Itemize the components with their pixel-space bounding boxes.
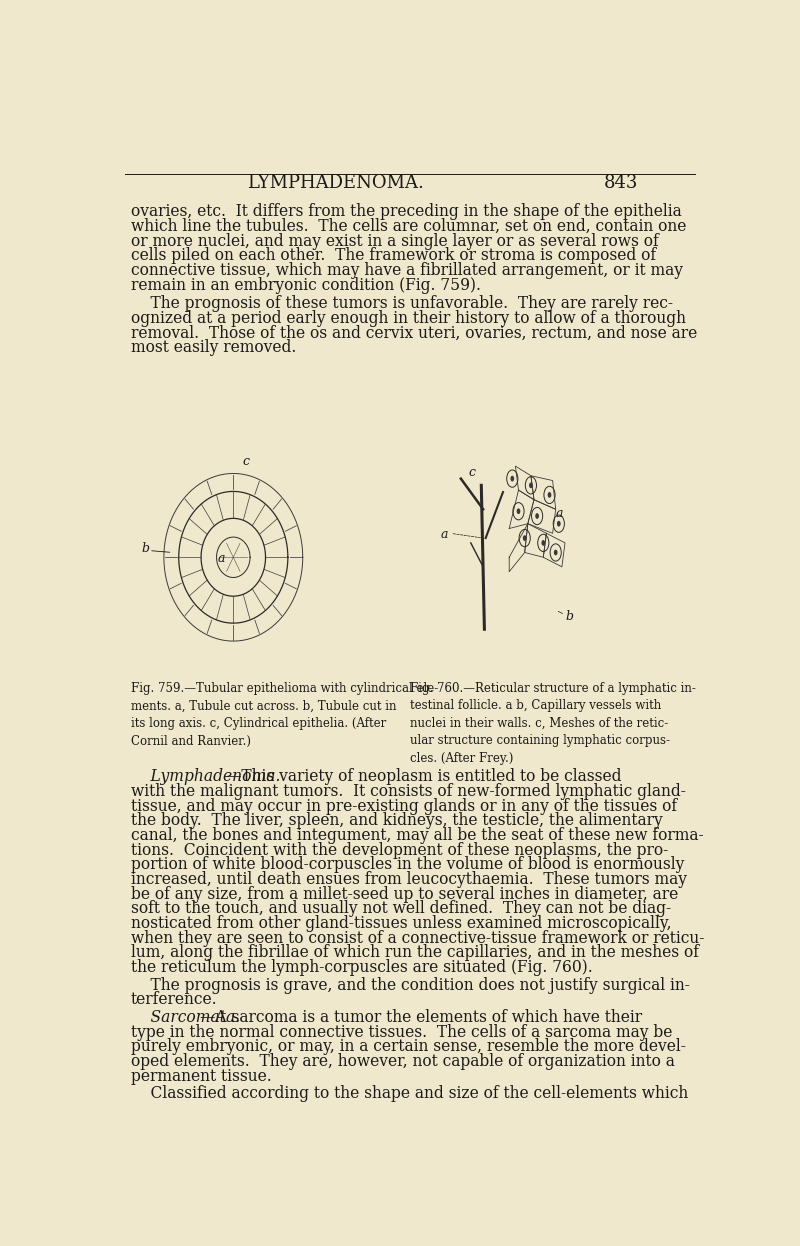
Text: canal, the bones and integument, may all be the seat of these new forma-: canal, the bones and integument, may all… [131,827,704,844]
Text: purely embryonic, or may, in a certain sense, resemble the more devel-: purely embryonic, or may, in a certain s… [131,1038,686,1055]
Circle shape [529,482,533,488]
Text: remain in an embryonic condition (Fig. 759).: remain in an embryonic condition (Fig. 7… [131,277,481,294]
Text: b: b [565,609,573,623]
Text: LYMPHADENOMA.: LYMPHADENOMA. [247,174,424,192]
Text: a: a [218,552,226,566]
Text: The prognosis is grave, and the condition does not justify surgical in-: The prognosis is grave, and the conditio… [131,977,690,994]
Text: with the malignant tumors.  It consists of new-formed lymphatic gland-: with the malignant tumors. It consists o… [131,782,686,800]
Text: —This variety of neoplasm is entitled to be classed: —This variety of neoplasm is entitled to… [226,769,622,785]
Text: when they are seen to consist of a connective-tissue framework or reticu-: when they are seen to consist of a conne… [131,930,704,947]
Text: Sarcomata.: Sarcomata. [131,1009,240,1025]
Text: c: c [242,455,250,467]
Circle shape [517,508,520,515]
Text: increased, until death ensues from leucocythaemia.  These tumors may: increased, until death ensues from leuco… [131,871,687,888]
Text: b: b [142,542,150,556]
Circle shape [523,536,526,541]
Text: nosticated from other gland-tissues unless examined microscopically,: nosticated from other gland-tissues unle… [131,915,671,932]
Circle shape [548,492,551,498]
Text: c: c [469,466,476,478]
Text: or more nuclei, and may exist in a single layer or as several rows of: or more nuclei, and may exist in a singl… [131,233,658,249]
Text: which line the tubules.  The cells are columnar, set on end, contain one: which line the tubules. The cells are co… [131,218,686,235]
Circle shape [542,540,545,546]
Text: the reticulum the lymph-corpuscles are situated (Fig. 760).: the reticulum the lymph-corpuscles are s… [131,959,593,976]
Text: ovaries, etc.  It differs from the preceding in the shape of the epithelia: ovaries, etc. It differs from the preced… [131,203,682,221]
Text: the body.  The liver, spleen, and kidneys, the testicle, the alimentary: the body. The liver, spleen, and kidneys… [131,812,662,830]
Circle shape [535,513,539,518]
Text: a: a [441,528,449,541]
Text: type in the normal connective tissues.  The cells of a sarcoma may be: type in the normal connective tissues. T… [131,1024,672,1040]
Text: be of any size, from a millet-seed up to several inches in diameter, are: be of any size, from a millet-seed up to… [131,886,678,903]
Circle shape [557,521,561,527]
Text: soft to the touch, and usually not well defined.  They can not be diag-: soft to the touch, and usually not well … [131,901,671,917]
Text: —A sarcoma is a tumor the elements of which have their: —A sarcoma is a tumor the elements of wh… [200,1009,642,1025]
Text: portion of white blood-corpuscles in the volume of blood is enormously: portion of white blood-corpuscles in the… [131,856,684,873]
Text: ognized at a period early enough in their history to allow of a thorough: ognized at a period early enough in thei… [131,310,686,326]
Text: lum, along the fibrillae of which run the capillaries, and in the meshes of: lum, along the fibrillae of which run th… [131,944,699,962]
Text: terference.: terference. [131,992,218,1008]
Circle shape [554,549,558,556]
Text: a: a [556,507,563,520]
Text: The prognosis of these tumors is unfavorable.  They are rarely rec-: The prognosis of these tumors is unfavor… [131,295,673,313]
Text: 843: 843 [604,174,638,192]
Text: tions.  Coincident with the development of these neoplasms, the pro-: tions. Coincident with the development o… [131,842,668,858]
Text: cells piled on each other.  The framework or stroma is composed of: cells piled on each other. The framework… [131,247,656,264]
Text: Classified according to the shape and size of the cell-elements which: Classified according to the shape and si… [131,1085,688,1103]
Text: tissue, and may occur in pre-existing glands or in any of the tissues of: tissue, and may occur in pre-existing gl… [131,797,677,815]
Text: permanent tissue.: permanent tissue. [131,1068,272,1085]
Text: oped elements.  They are, however, not capable of organization into a: oped elements. They are, however, not ca… [131,1053,675,1070]
Circle shape [510,476,514,481]
Text: removal.  Those of the os and cervix uteri, ovaries, rectum, and nose are: removal. Those of the os and cervix uter… [131,324,698,341]
Text: Fig. 759.—Tubular epithelioma with cylindrical ele-
ments. a, Tubule cut across.: Fig. 759.—Tubular epithelioma with cylin… [131,682,438,748]
Text: most easily removed.: most easily removed. [131,339,296,356]
Text: connective tissue, which may have a fibrillated arrangement, or it may: connective tissue, which may have a fibr… [131,262,683,279]
Text: Lymphadenoma.: Lymphadenoma. [131,769,280,785]
Text: Fig. 760.—Reticular structure of a lymphatic in-
testinal follicle. a b, Capilla: Fig. 760.—Reticular structure of a lymph… [410,682,696,765]
